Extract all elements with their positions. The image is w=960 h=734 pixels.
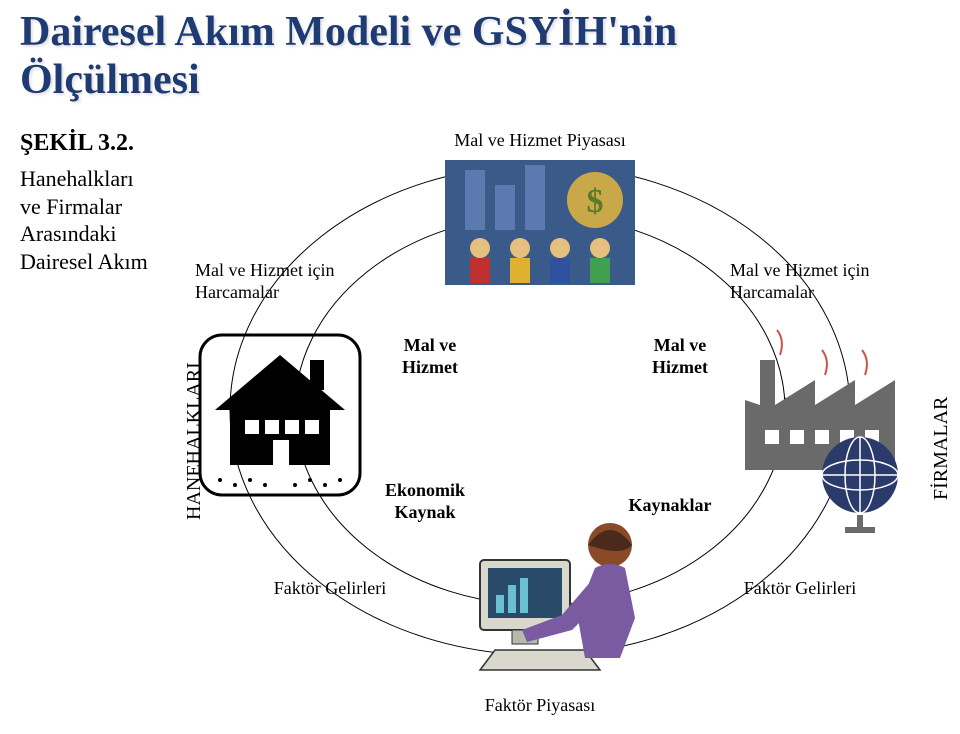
factor-market-label: Faktör Piyasası	[445, 695, 635, 717]
figure-description: Hanehalkları ve Firmalar Arasındaki Dair…	[20, 165, 148, 275]
spending-left: Mal ve Hizmet için Harcamalar	[195, 260, 365, 303]
title-line1: Dairesel Akım Modeli ve GSYİH'nin	[20, 9, 677, 55]
goods-left: Mal ve Hizmet	[390, 335, 470, 378]
market-icon: $	[445, 160, 635, 290]
figure-label: ŞEKİL 3.2.	[20, 130, 134, 157]
slide-title: Dairesel Akım Modeli ve GSYİH'nin Ölçülm…	[20, 8, 677, 105]
factor-income-left: Faktör Gelirleri	[250, 578, 410, 600]
computer-person-icon	[460, 500, 660, 695]
firms-label: FİRMALAR	[930, 397, 953, 500]
title-line2: Ölçülmesi	[20, 57, 200, 103]
goods-market-label: Mal ve Hizmet Piyasası	[430, 130, 650, 152]
goods-right: Mal ve Hizmet	[640, 335, 720, 378]
globe-icon	[810, 430, 910, 545]
house-icon	[195, 330, 365, 505]
svg-text:$: $	[587, 183, 604, 220]
factor-income-right: Faktör Gelirleri	[720, 578, 880, 600]
spending-right: Mal ve Hizmet için Harcamalar	[730, 260, 900, 303]
